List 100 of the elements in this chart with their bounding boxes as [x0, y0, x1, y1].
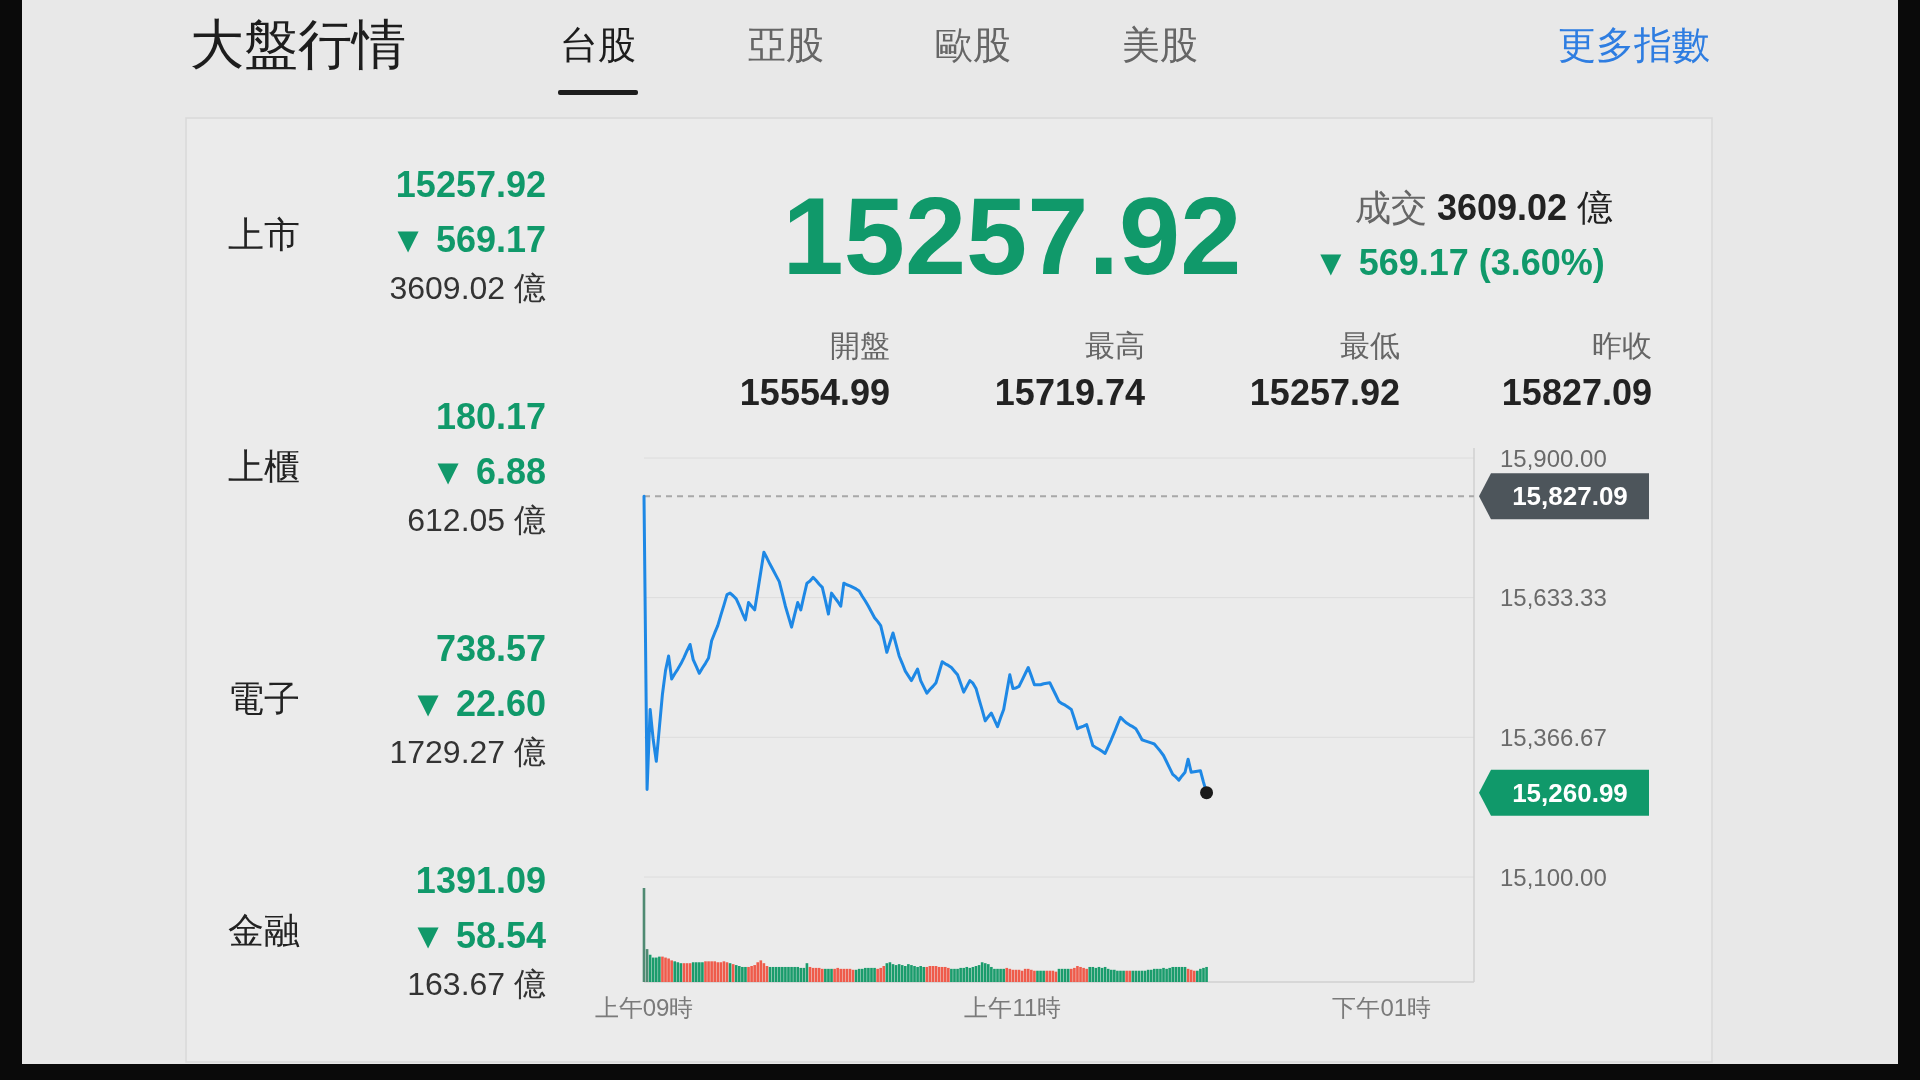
text: 15257.92: [782, 173, 1242, 297]
bar: [1196, 970, 1199, 982]
bar: [750, 966, 753, 982]
text: 大盤行情: [190, 14, 406, 74]
y-tick-label: 15,366.67: [1500, 723, 1607, 751]
text: 亞股: [748, 24, 824, 66]
text: 15719.74: [994, 371, 1145, 413]
bar: [990, 966, 993, 982]
text: 15,260.99: [1512, 777, 1628, 808]
text: 最高: [1085, 328, 1145, 362]
bar: [790, 966, 793, 982]
bar: [903, 966, 907, 982]
y-tick-label: 15,100.00: [1500, 863, 1607, 891]
bar: [1165, 968, 1168, 982]
bar: [820, 968, 824, 982]
y-tick-label: 15,900.00: [1500, 444, 1607, 472]
bar: [986, 964, 990, 982]
bar: [864, 967, 867, 982]
bar: [1085, 968, 1088, 982]
bar: [913, 966, 916, 982]
bar: [870, 967, 873, 982]
bar: [1030, 969, 1033, 982]
bar: [999, 968, 1002, 982]
bar: [664, 957, 667, 982]
text: 612.05 億: [407, 502, 546, 538]
bar: [1205, 966, 1208, 982]
bar: [1202, 967, 1205, 982]
bar: [1159, 968, 1162, 982]
text: 738.57: [435, 627, 546, 669]
bar: [796, 966, 800, 982]
text: 15554.99: [739, 371, 890, 413]
x-tick-label: 上午09時: [594, 993, 694, 1021]
bar: [737, 966, 741, 982]
bar: [1162, 967, 1165, 982]
bar: [1119, 970, 1122, 982]
bar: [907, 964, 910, 982]
bar: [959, 967, 962, 982]
bar: [1199, 968, 1202, 982]
bar: [1079, 966, 1082, 982]
bar: [962, 967, 966, 982]
bar: [919, 966, 922, 982]
text: 成交 3609.02 億: [1355, 186, 1614, 228]
bar: [1116, 970, 1119, 982]
bar: [1156, 968, 1159, 982]
bar: [1039, 970, 1042, 982]
text: 3609.02 億: [389, 270, 546, 306]
bar: [827, 968, 830, 982]
bar: [1113, 969, 1116, 982]
text: 1391.09: [415, 859, 546, 901]
bar: [713, 961, 717, 982]
bar: [916, 966, 919, 982]
text: ▼ 569.17: [390, 218, 546, 260]
x-tick-label: 下午01時: [1332, 993, 1432, 1021]
text: ▼ 569.17 (3.60%): [1313, 241, 1605, 283]
text: 更多指數: [1558, 24, 1710, 66]
text: 15827.09: [1501, 371, 1652, 413]
text: 電子: [228, 677, 300, 719]
bar: [879, 967, 883, 982]
bar: [793, 966, 796, 982]
bar: [956, 968, 959, 982]
text: 昨收: [1592, 328, 1652, 362]
text: 最低: [1340, 328, 1400, 362]
ref-line-label: 15,827.09: [1512, 481, 1628, 512]
bar: [1045, 970, 1049, 982]
text: 1729.27 億: [389, 734, 546, 770]
bar: [698, 962, 701, 982]
bar: [710, 961, 713, 982]
bar: [667, 958, 670, 982]
bar: [867, 967, 870, 982]
bar: [654, 957, 658, 982]
bar: [707, 961, 710, 982]
bar: [1073, 967, 1076, 982]
bar: [1002, 968, 1005, 982]
text: 15257.92: [395, 163, 546, 205]
bar: [836, 967, 839, 982]
x-tick-label: 上午11時: [964, 993, 1062, 1021]
bar: [784, 966, 787, 982]
text: 美股: [1122, 24, 1198, 66]
bar: [1076, 966, 1079, 982]
bar: [1082, 967, 1085, 982]
text: 開盤: [830, 328, 890, 362]
text: ▼ 58.54: [410, 914, 546, 956]
text: 歐股: [935, 24, 1011, 66]
text: 163.67 億: [407, 966, 546, 1002]
bar: [996, 968, 999, 982]
text: 180.17: [435, 395, 546, 437]
text: 15257.92: [1249, 371, 1400, 413]
text: 台股: [560, 24, 636, 66]
y-tick-label: 15,633.33: [1500, 584, 1607, 612]
text: ▼ 6.88: [430, 450, 546, 492]
bar: [910, 965, 913, 982]
bar: [741, 966, 744, 982]
bar: [953, 968, 956, 982]
bar: [781, 966, 784, 982]
bar: [753, 965, 756, 982]
text: 上櫃: [228, 445, 300, 487]
bar: [1168, 967, 1171, 982]
text: 金融: [228, 909, 300, 951]
bar: [993, 968, 996, 982]
bar: [1152, 968, 1156, 982]
